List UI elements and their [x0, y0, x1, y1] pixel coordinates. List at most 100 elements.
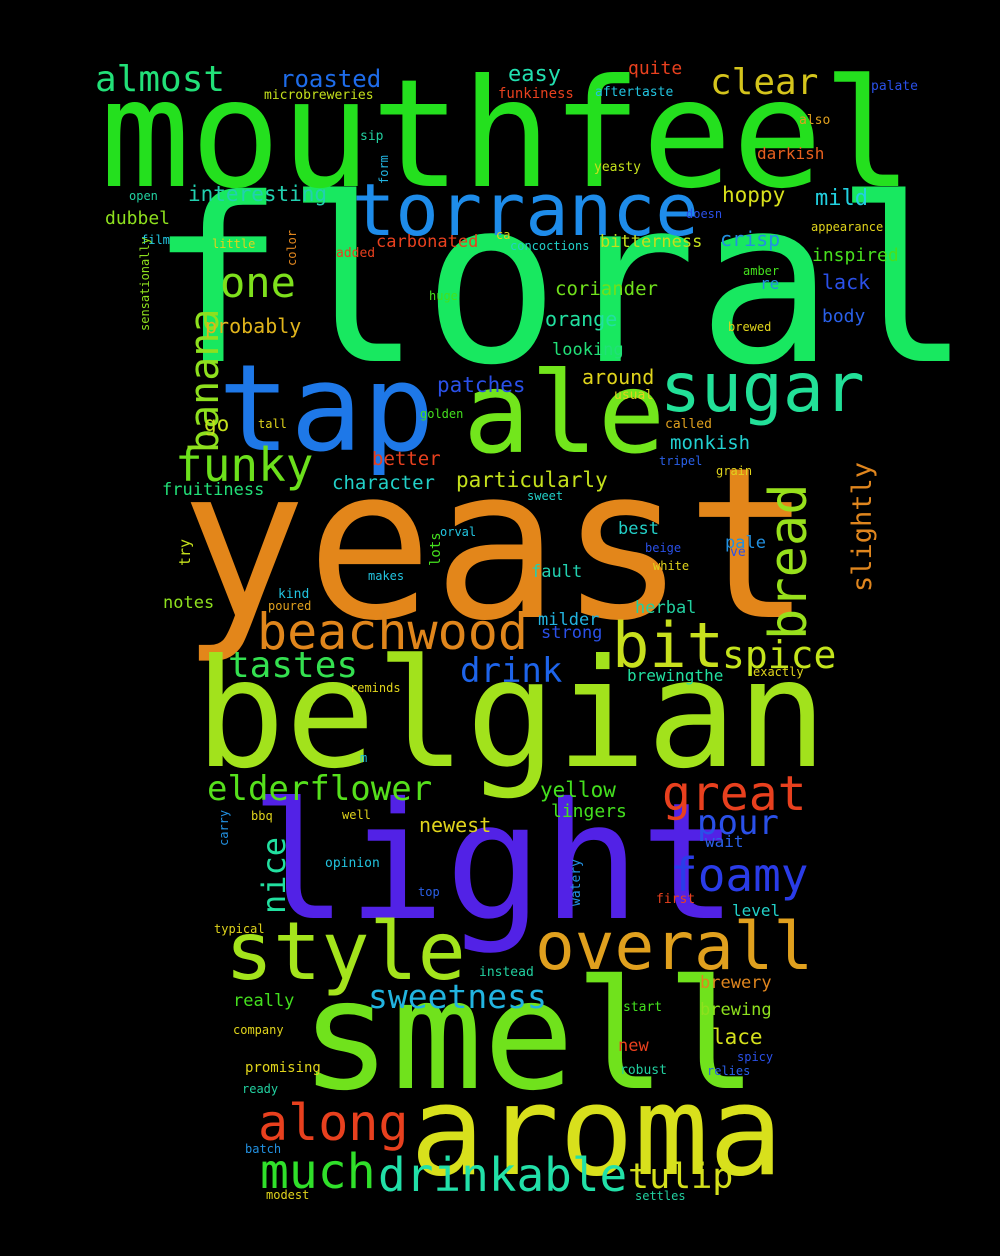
word-probably: probably [205, 314, 302, 338]
word-go: go [204, 412, 230, 436]
word-m: m [360, 751, 368, 765]
word-level: level [732, 901, 781, 920]
word-bit: bit [612, 609, 724, 682]
word-torrance: torrance [352, 168, 699, 252]
word-interesting: interesting [188, 182, 328, 206]
word-sugar: sugar [660, 349, 865, 428]
word-body: body [822, 306, 866, 327]
word-first: first [656, 892, 696, 907]
word-appearance: appearance [811, 220, 884, 234]
word-ve: ve [730, 545, 746, 560]
word-brewing: brewing [700, 1000, 772, 1020]
word-form: form [377, 155, 391, 184]
word-overall: overall [535, 908, 814, 985]
word-almost: almost [95, 59, 226, 100]
word-makes: makes [368, 569, 405, 583]
word-tall: tall [258, 417, 287, 431]
word-floral: floral [148, 149, 972, 415]
word-start: start [623, 1000, 663, 1015]
word-great: great [662, 766, 807, 822]
word-aroma: aroma [410, 1060, 784, 1204]
word-funky: funky [175, 438, 314, 492]
word-newest: newest [419, 813, 492, 837]
word-lots: lots [428, 532, 444, 566]
word-pale: pale [725, 533, 766, 553]
word-milder: milder [538, 610, 600, 630]
word-drinkable: drinkable [378, 1148, 628, 1202]
word-settles: settles [635, 1189, 686, 1203]
word-patches: patches [437, 373, 526, 397]
word-along: along [258, 1094, 409, 1152]
word-ready: ready [242, 1082, 279, 1096]
word-sip: sip [360, 129, 384, 144]
word-also: also [799, 113, 831, 128]
word-lack: lack [822, 270, 871, 294]
word-little: little [212, 237, 256, 251]
word-relies: relies [707, 1064, 751, 1078]
word-inspired: inspired [812, 245, 899, 266]
word-sensationally: sensationally [138, 237, 152, 331]
word-huge: huge [429, 289, 458, 303]
word-sweet: sweet [527, 489, 564, 503]
word-concoctions: concoctions [510, 239, 590, 253]
word-around: around [582, 365, 655, 389]
word-batch: batch [245, 1142, 282, 1156]
word-beige: beige [645, 541, 682, 555]
word-mouthfeel: mouthfeel [100, 48, 913, 222]
word-kind: kind [278, 587, 310, 602]
word-microbreweries: microbreweries [264, 88, 374, 103]
word-try: try [176, 538, 194, 566]
word-particularly: particularly [456, 468, 608, 492]
word-beachwood: beachwood [257, 603, 528, 661]
word-smell: smell [300, 947, 758, 1124]
word-usual: usual [614, 388, 654, 403]
word-film: film [141, 233, 170, 247]
word-color: color [285, 229, 299, 266]
word-roasted: roasted [280, 65, 382, 93]
word-well: well [342, 808, 371, 822]
word-character: character [332, 472, 435, 494]
word-hoppy: hoppy [722, 183, 786, 207]
word-tap: tap [218, 340, 435, 479]
word-pour: pour [697, 803, 779, 843]
word-style: style [225, 905, 466, 998]
word-brewery: brewery [700, 973, 772, 993]
word-promising: promising [245, 1060, 321, 1076]
word-coriander: coriander [555, 278, 658, 300]
word-spicy: spicy [737, 1050, 774, 1064]
word-fruitiness: fruitiness [162, 480, 265, 500]
word-robust: robust [620, 1063, 667, 1078]
word-slightly: slightly [847, 461, 878, 592]
word-grain: grain [716, 464, 753, 478]
word-typical: typical [214, 922, 265, 936]
word-re: re [760, 274, 780, 293]
word-bitterness: bitterness [600, 232, 703, 252]
word-poured: poured [268, 599, 312, 613]
word-called: called [665, 417, 712, 432]
word-added: added [336, 246, 376, 261]
word-much: much [260, 1144, 376, 1200]
word-really: really [233, 991, 295, 1011]
word-new: new [618, 1036, 649, 1056]
word-foamy: foamy [670, 848, 809, 902]
word-easy: easy [508, 62, 561, 87]
word-bbq: bbq [251, 809, 273, 823]
word-brewingthe: brewingthe [627, 666, 724, 685]
word-exactly: exactly [753, 665, 804, 679]
word-amber: amber [743, 264, 780, 278]
word-brewed: brewed [728, 320, 772, 334]
word-lace: lace [712, 1025, 763, 1049]
word-strong: strong [541, 623, 603, 643]
word-aftertaste: aftertaste [595, 85, 674, 100]
word-sweetness: sweetness [368, 977, 547, 1016]
word-company: company [233, 1023, 284, 1037]
word-crisp: crisp [720, 227, 781, 251]
word-fault: fault [531, 562, 583, 582]
word-doesn: doesn [686, 207, 723, 221]
word-best: best [618, 519, 659, 539]
word-modest: modest [266, 1188, 310, 1202]
word-elderflower: elderflower [207, 769, 433, 809]
word-yeast: yeast [180, 422, 813, 667]
word-monkish: monkish [670, 432, 751, 454]
